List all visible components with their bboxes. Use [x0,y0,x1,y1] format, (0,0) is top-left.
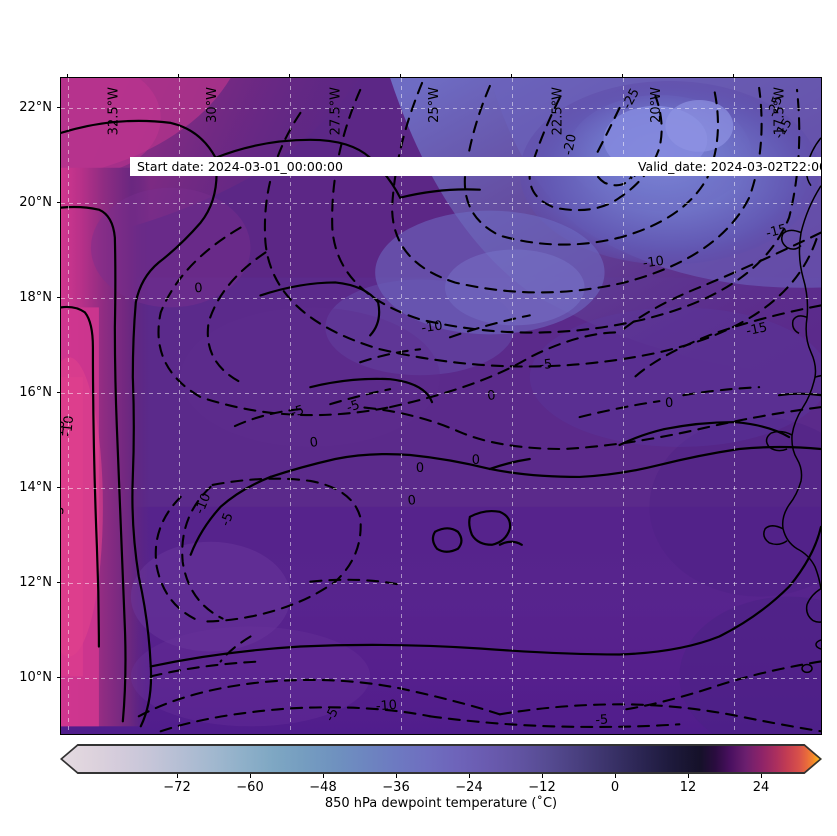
svg-text:-10: -10 [192,491,214,516]
gridline-lat-10 [61,678,821,679]
svg-text:-5: -5 [595,712,609,728]
date-banner: Start date: 2024-03-01_00:00:00 Valid_da… [130,157,821,176]
cbtick-label-6: 0 [610,780,620,795]
gridline-lat-18 [61,298,821,299]
ytickmark-0 [56,107,60,108]
svg-text:0: 0 [309,435,319,451]
map-plot-area[interactable]: -30 -25 -25 -20 -15 -15 -15 -10 -10 -10 … [60,77,822,735]
gridline-lat-22 [61,108,821,109]
svg-text:0: 0 [472,453,481,468]
ytickmark-5 [56,582,60,583]
cbtickmark-7 [688,774,689,778]
svg-text:-5: -5 [539,357,553,373]
xtick-label-1: 30°W [204,87,220,123]
ytickmark-1 [56,202,60,203]
start-date-label: Start date: 2024-03-01_00:00:00 [137,159,343,174]
ytickmark-3 [56,392,60,393]
cbtick-label-1: −60 [236,780,264,795]
ytick-label-3: 16°N [19,385,52,400]
valid-date-label: Valid_date: 2024-03-02T22:00:00.00 [637,159,821,174]
ytick-label-2: 18°N [19,290,52,305]
gridline-lon-25 [401,78,402,734]
xtick-label-4: 22.5°W [550,87,566,136]
cbtick-label-7: 12 [679,780,697,795]
xtick-label-3: 25°W [426,87,442,123]
gridline-lon-32-5 [68,78,69,734]
svg-text:-5: -5 [289,403,306,421]
xtick-label-2: 27.5°W [328,87,344,136]
svg-text:-10: -10 [421,318,444,336]
xtick-label-6: 17.5°W [772,87,788,136]
dewpoint-filled-contour-field: -30 -25 -25 -20 -15 -15 -15 -10 -10 -10 … [61,78,821,734]
cbtick-label-0: −72 [163,780,191,795]
ytick-label-6: 10°N [19,670,52,685]
cbtickmark-3 [396,774,397,778]
xtickmark-3 [400,73,401,77]
gridline-lon-20 [623,78,624,734]
gridline-lat-20 [61,203,821,204]
xtick-label-5: 20°W [648,87,664,123]
gridline-lat-12 [61,583,821,584]
svg-text:-15: -15 [745,320,769,339]
svg-text:-10: -10 [61,415,77,438]
cbtickmark-2 [323,774,324,778]
colorbar-gradient [60,744,822,774]
gridline-lat-14 [61,488,821,489]
cbtickmark-8 [761,774,762,778]
gridline-lon-17-5 [734,78,735,734]
svg-text:-5: -5 [323,706,342,724]
svg-text:5: 5 [61,506,68,515]
cbtick-label-2: −48 [309,780,337,795]
ytick-label-4: 14°N [19,480,52,495]
xtickmark-4 [511,73,512,77]
coastline [763,137,821,674]
cbtickmark-5 [542,774,543,778]
xtick-label-0: 32.5°W [106,87,122,136]
svg-text:0: 0 [486,388,496,404]
gridline-lon-30 [179,78,180,734]
svg-text:-5: -5 [218,511,237,528]
svg-text:0: 0 [194,281,203,297]
colorbar-axis-label: 850 hPa dewpoint temperature (˚C) [324,796,558,811]
xtickmark-6 [733,73,734,77]
xtickmark-0 [67,73,68,77]
cbtickmark-0 [177,774,178,778]
svg-text:-5: -5 [345,398,362,416]
cbtick-label-4: −24 [455,780,483,795]
ytick-label-5: 12°N [19,575,52,590]
gridline-lat-16 [61,393,821,394]
cbtickmark-4 [469,774,470,778]
svg-text:-10: -10 [642,254,665,272]
svg-text:0: 0 [407,493,417,509]
xtickmark-1 [178,73,179,77]
svg-text:-10: -10 [375,698,397,714]
cbtick-label-5: −12 [528,780,556,795]
cbtickmark-6 [615,774,616,778]
cbtick-label-8: 24 [752,780,770,795]
colorbar[interactable]: −72 −60 −48 −36 −24 −12 0 12 24 850 hPa … [60,744,822,811]
ytick-label-0: 22°N [19,100,52,115]
ytickmark-4 [56,487,60,488]
svg-text:10: 10 [61,420,68,437]
svg-text:-15: -15 [764,222,788,242]
ytickmark-2 [56,297,60,298]
gridline-lon-22-5 [512,78,513,734]
svg-text:-20: -20 [561,133,580,157]
ytickmark-6 [56,677,60,678]
xtickmark-2 [289,73,290,77]
xtickmark-5 [622,73,623,77]
cbtickmark-1 [250,774,251,778]
svg-text:0: 0 [416,461,425,476]
dashed-contours [137,81,821,733]
svg-text:-25: -25 [765,94,786,119]
gridline-lon-27-5 [290,78,291,734]
cbtick-label-3: −36 [382,780,410,795]
svg-text:0: 0 [665,396,674,412]
ytick-label-1: 20°N [19,195,52,210]
